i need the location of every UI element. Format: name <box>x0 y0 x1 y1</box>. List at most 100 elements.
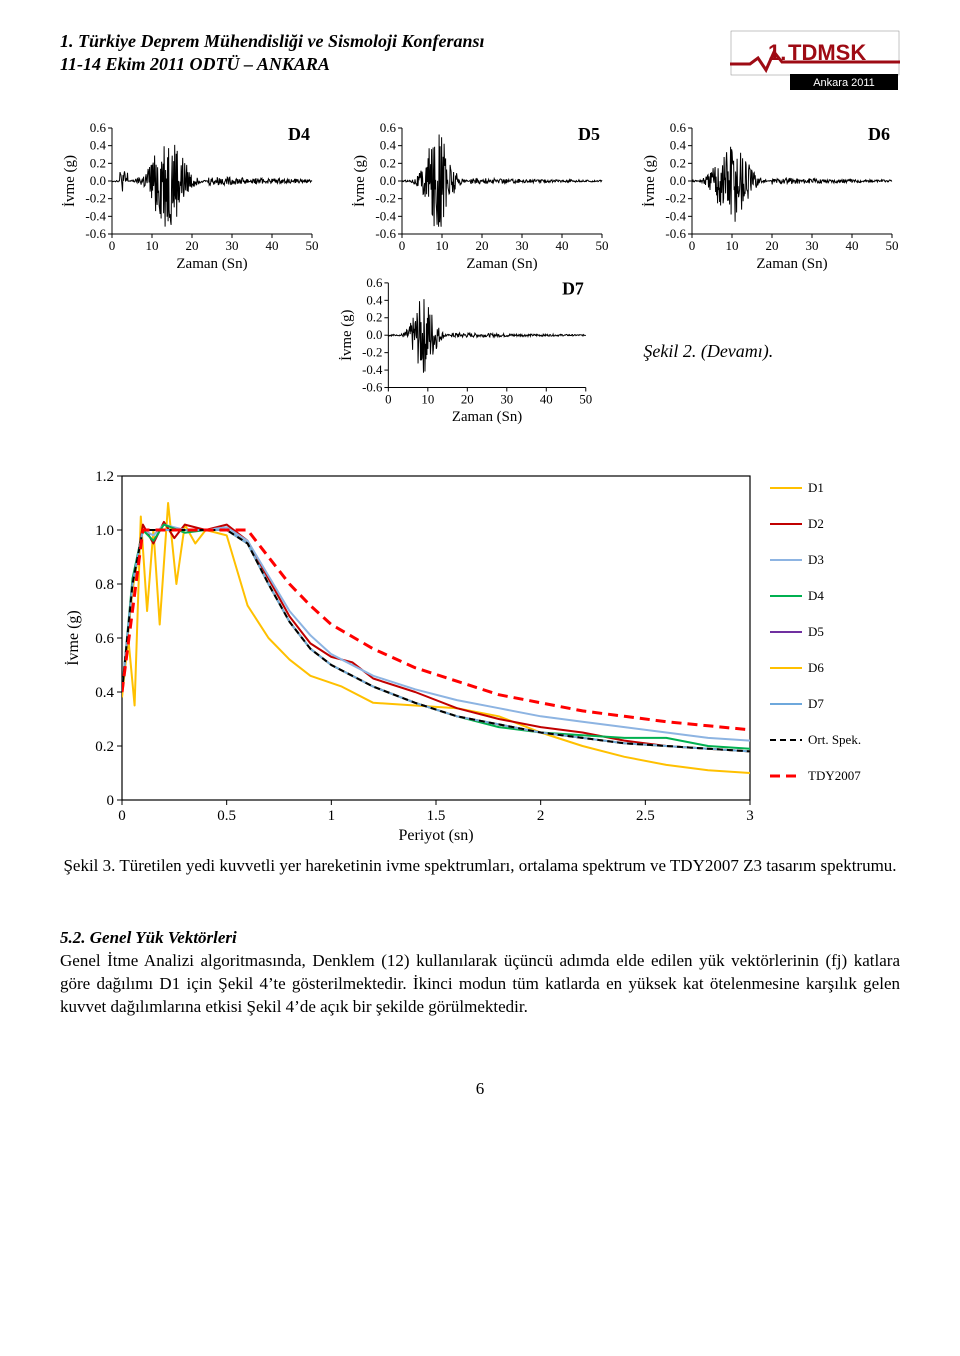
svg-text:0: 0 <box>118 808 126 824</box>
conference-header: 1. Türkiye Deprem Mühendisliği ve Sismol… <box>60 30 485 77</box>
conference-logo: 1. TDMSK Ankara 2011 <box>730 30 900 92</box>
svg-text:0.8: 0.8 <box>95 577 114 593</box>
svg-text:20: 20 <box>766 238 779 253</box>
svg-text:0.2: 0.2 <box>95 739 114 755</box>
svg-text:D2: D2 <box>808 516 824 531</box>
svg-text:10: 10 <box>726 238 739 253</box>
svg-text:Zaman (Sn): Zaman (Sn) <box>176 256 247 272</box>
svg-text:50: 50 <box>306 238 319 253</box>
logo-main: TDMSK <box>788 40 866 65</box>
svg-text:D5: D5 <box>578 124 600 144</box>
svg-text:0.4: 0.4 <box>95 685 114 701</box>
logo-sub: Ankara 2011 <box>813 77 875 89</box>
svg-text:40: 40 <box>556 238 569 253</box>
svg-text:İvme (g): İvme (g) <box>338 309 354 360</box>
svg-text:D5: D5 <box>808 624 824 639</box>
svg-text:D7: D7 <box>562 279 584 299</box>
svg-text:D4: D4 <box>808 588 824 603</box>
svg-text:0.4: 0.4 <box>380 138 397 153</box>
svg-text:10: 10 <box>421 392 434 406</box>
svg-text:-0.4: -0.4 <box>665 208 686 223</box>
svg-text:0.6: 0.6 <box>90 122 107 135</box>
svg-text:1.5: 1.5 <box>427 808 446 824</box>
section-title: Genel Yük Vektörleri <box>90 928 237 947</box>
svg-text:-0.6: -0.6 <box>375 226 396 241</box>
section-body: Genel İtme Analizi algoritmasında, Denkl… <box>60 951 900 1016</box>
page-number: 6 <box>60 1079 900 1099</box>
svg-text:-0.4: -0.4 <box>85 208 106 223</box>
svg-text:TDY2007: TDY2007 <box>808 768 861 783</box>
svg-text:3: 3 <box>746 808 754 824</box>
chart-d7: -0.6-0.4-0.20.00.20.40.601020304050İvme … <box>337 276 594 426</box>
svg-text:-0.6: -0.6 <box>665 226 686 241</box>
svg-text:D6: D6 <box>868 124 890 144</box>
small-charts-row-1: -0.6 -0.4 -0.2 0.0 0.2 0.4 0.6 0 10 20 30 40 50 İvme … <box>60 122 900 272</box>
svg-text:10: 10 <box>436 238 449 253</box>
svg-text:Zaman (Sn): Zaman (Sn) <box>466 256 537 272</box>
chart-d4: -0.6-0.4-0.20.00.20.40.601020304050İvme … <box>60 122 320 272</box>
section-number: 5.2. <box>60 928 86 947</box>
svg-text:0.6: 0.6 <box>95 631 114 647</box>
chart-d5: -0.6-0.4-0.20.00.20.40.601020304050İvme … <box>350 122 610 272</box>
svg-text:0.6: 0.6 <box>670 122 687 135</box>
svg-text:30: 30 <box>806 238 819 253</box>
svg-text:0: 0 <box>107 793 115 809</box>
svg-text:-0.6: -0.6 <box>362 380 383 394</box>
svg-text:20: 20 <box>461 392 474 406</box>
svg-text:0.2: 0.2 <box>90 155 106 170</box>
svg-text:İvme (g): İvme (g) <box>64 610 82 666</box>
svg-text:30: 30 <box>226 238 239 253</box>
svg-text:D3: D3 <box>808 552 824 567</box>
svg-text:1.2: 1.2 <box>95 469 114 485</box>
svg-text:Zaman (Sn): Zaman (Sn) <box>756 256 827 272</box>
svg-text:0.0: 0.0 <box>670 173 686 188</box>
svg-text:50: 50 <box>579 392 592 406</box>
spectrum-chart: 0 0.5 1 1.5 2 2.5 3 0 0.2 0.4 0.6 0.8 1.0 1.2 İvme (g)… <box>60 466 900 846</box>
svg-text:2: 2 <box>537 808 545 824</box>
svg-text:-0.2: -0.2 <box>85 191 106 206</box>
small-charts-row-2: -0.6-0.4-0.20.00.20.40.601020304050İvme … <box>60 276 900 426</box>
spectrum-chart-wrap: 0 0.5 1 1.5 2 2.5 3 0 0.2 0.4 0.6 0.8 1.0 1.2 İvme (g)… <box>60 466 900 877</box>
svg-text:0.0: 0.0 <box>380 173 396 188</box>
svg-text:-0.6: -0.6 <box>85 226 106 241</box>
svg-text:1: 1 <box>328 808 336 824</box>
svg-text:Ort. Spek.: Ort. Spek. <box>808 732 861 747</box>
svg-text:40: 40 <box>540 392 553 406</box>
svg-text:D6: D6 <box>808 660 824 675</box>
svg-text:0.5: 0.5 <box>217 808 236 824</box>
figure3-caption: Şekil 3. Türetilen yedi kuvvetli yer har… <box>60 855 900 877</box>
svg-text:İvme (g): İvme (g) <box>642 155 658 207</box>
svg-text:10: 10 <box>146 238 159 253</box>
svg-text:1.0: 1.0 <box>95 523 114 539</box>
svg-text:0.2: 0.2 <box>380 155 396 170</box>
svg-text:-0.2: -0.2 <box>375 191 396 206</box>
svg-text:0: 0 <box>689 238 696 253</box>
logo-one: 1. <box>768 40 786 65</box>
svg-text:D1: D1 <box>808 480 824 495</box>
svg-text:0.0: 0.0 <box>90 173 106 188</box>
svg-text:Periyot (sn): Periyot (sn) <box>398 827 473 844</box>
svg-text:-0.4: -0.4 <box>362 363 383 377</box>
svg-text:0: 0 <box>385 392 391 406</box>
svg-text:2.5: 2.5 <box>636 808 655 824</box>
svg-text:İvme (g): İvme (g) <box>62 155 78 207</box>
svg-text:40: 40 <box>266 238 279 253</box>
svg-text:0.4: 0.4 <box>670 138 687 153</box>
svg-text:20: 20 <box>186 238 199 253</box>
svg-text:D7: D7 <box>808 696 824 711</box>
header-line1: 1. Türkiye Deprem Mühendisliği ve Sismol… <box>60 30 485 53</box>
svg-text:0.4: 0.4 <box>90 138 107 153</box>
chart-d6: -0.6-0.4-0.20.00.20.40.601020304050İvme … <box>640 122 900 272</box>
svg-text:0.6: 0.6 <box>366 276 383 290</box>
svg-text:-0.4: -0.4 <box>375 208 396 223</box>
header-line2: 11-14 Ekim 2011 ODTÜ – ANKARA <box>60 53 485 76</box>
svg-text:0: 0 <box>399 238 406 253</box>
svg-text:Zaman (Sn): Zaman (Sn) <box>452 409 522 425</box>
svg-text:0.0: 0.0 <box>366 328 382 342</box>
svg-text:-0.2: -0.2 <box>665 191 686 206</box>
svg-text:0.2: 0.2 <box>670 155 686 170</box>
figure2-caption: Şekil 2. (Devamı). <box>613 341 900 362</box>
svg-text:50: 50 <box>596 238 609 253</box>
svg-text:0.4: 0.4 <box>366 293 383 307</box>
svg-text:20: 20 <box>476 238 489 253</box>
